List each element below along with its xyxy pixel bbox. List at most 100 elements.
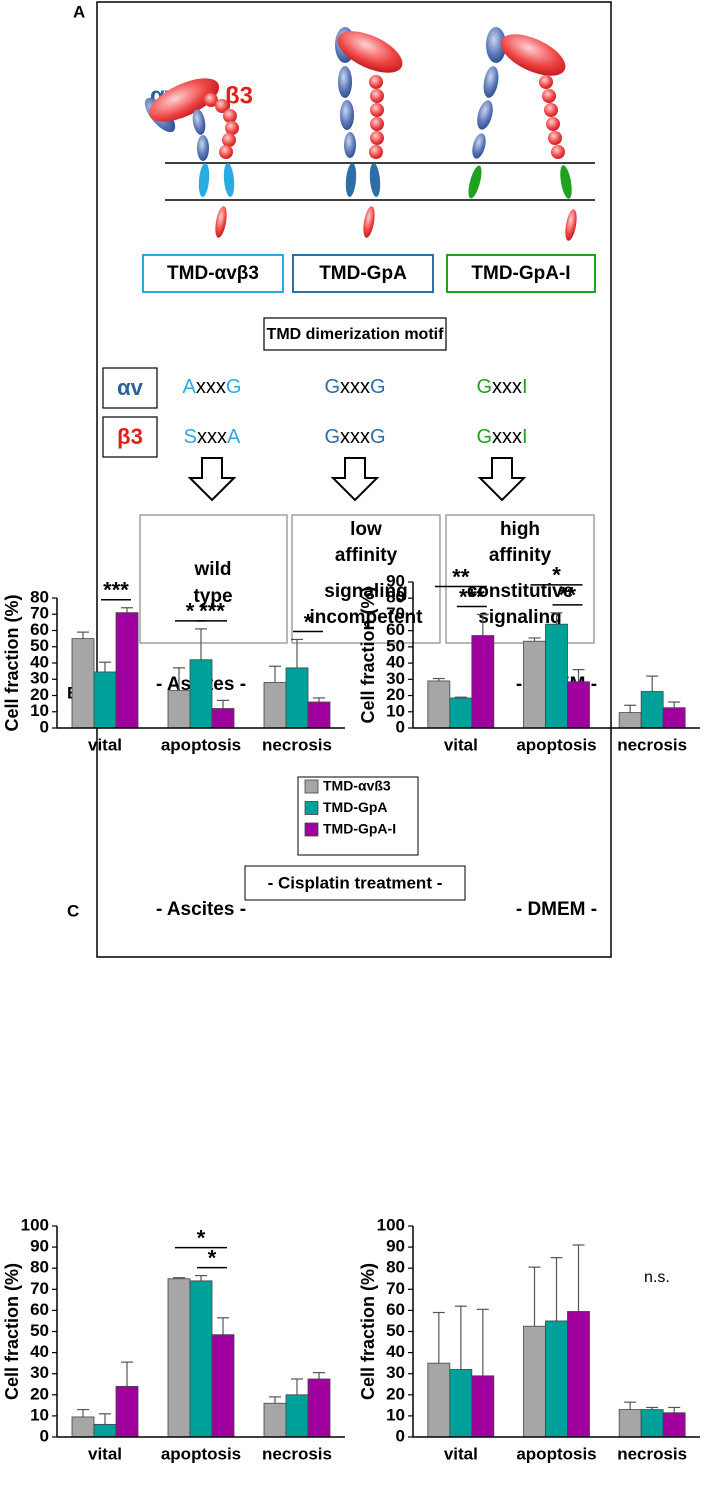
bar [427,680,451,729]
beta-bead [370,131,384,145]
y-axis-label: Cell fraction (%) [2,594,22,731]
bar [545,623,568,729]
outcome-box [291,514,441,644]
y-tick-label: 0 [396,717,405,736]
motif: GxxxI [476,376,527,398]
y-tick-label: 20 [30,685,49,704]
x-tick-label: apoptosis [516,735,596,754]
motif-part: xxx [196,376,226,398]
bar [263,1402,287,1438]
chart-title: - Ascites - [156,899,246,920]
bar [93,671,117,729]
x-tick-label: vital [444,735,478,754]
y-tick-label: 50 [386,636,405,655]
outcome-text: signaling [478,607,561,628]
outcome-text: low [350,519,382,540]
motif: AxxxG [183,376,242,398]
legend-label: TMD-GpA [323,799,388,815]
bar [449,1369,473,1438]
bar [167,1278,191,1438]
bar [71,1416,95,1438]
bar [640,691,664,729]
y-tick-label: 80 [386,588,405,607]
y-tick-label: 60 [30,1300,49,1319]
bar [523,640,546,729]
x-tick-label: vital [88,1444,122,1463]
y-tick-label: 20 [30,1384,49,1403]
alpha-segment [472,133,486,159]
beta-label: β3 [225,82,253,109]
y-tick-label: 90 [30,1237,49,1256]
beta-bead [219,145,233,159]
y-tick-label: 50 [30,1321,49,1340]
outcome-text: affinity [335,545,398,566]
y-tick-label: 80 [386,1258,405,1277]
beta-bead [544,103,558,117]
y-tick-label: 0 [40,717,49,736]
legend-swatch [304,801,319,815]
bar [307,1378,331,1438]
y-tick-label: 30 [386,669,405,688]
arrows [187,457,527,502]
row-label: β3 [117,424,143,449]
motif-part: xxx [492,426,522,448]
motif-part: G [370,376,386,398]
outcome-text: type [193,586,232,607]
tm-helix [369,163,381,197]
beta-bead [204,93,218,107]
y-tick-label: 30 [386,1363,405,1382]
protein-drawings [144,27,577,241]
alpha-segment [344,132,356,158]
y-tick-label: 70 [386,604,405,623]
bar [662,707,686,729]
alpha-segment [483,66,499,98]
outcome-text: high [500,519,540,540]
motif-part: S [184,426,197,448]
motif-part: G [476,426,492,448]
motif-part: xxx [197,426,227,448]
x-tick-label: apoptosis [516,1444,596,1463]
chart-title: - DMEM - [516,899,597,920]
bar [449,697,473,729]
beta-bead [551,145,565,159]
y-tick-label: 10 [30,1405,49,1424]
bar [71,638,95,729]
tm-helix [198,163,210,197]
y-axis-label: Cell fraction (%) [2,1263,22,1400]
significance-label: * [304,609,313,634]
beta-bead [225,121,239,135]
bar [115,1385,139,1438]
annotation: n.s. [644,1269,670,1286]
arrow [330,457,380,502]
bar [211,1334,235,1438]
motif-part: A [183,376,197,398]
significance-label: ** [452,564,470,589]
y-tick-label: 50 [386,1321,405,1340]
alpha-segment [197,135,209,161]
beta-bead [370,103,384,117]
legend-label: TMD-αvß3 [323,778,391,794]
x-tick-label: apoptosis [161,735,241,754]
beta-bead [370,117,384,131]
y-tick-label: 10 [30,701,49,720]
construct-box [142,254,284,293]
x-tick-label: vital [444,1444,478,1463]
beta-bead [369,75,383,89]
panel-label: A [73,2,85,21]
construct-name: TMD-GpA-I [471,263,570,284]
bar [285,667,309,729]
y-tick-label: 20 [386,685,405,704]
x-tick-label: necrosis [262,735,332,754]
beta-tail [363,206,375,238]
y-tick-label: 0 [396,1426,405,1445]
motif-title: TMD dimerization motif [267,326,445,343]
y-tick-label: 30 [30,669,49,688]
y-tick-label: 10 [386,1405,405,1424]
cisplatin-title: - Cisplatin treatment - [268,873,443,892]
construct-name: TMD-αvβ3 [167,263,259,284]
y-tick-label: 40 [386,653,405,672]
motif: SxxxA [184,426,241,448]
y-tick-label: 40 [30,1342,49,1361]
y-tick-label: 90 [386,1237,405,1256]
